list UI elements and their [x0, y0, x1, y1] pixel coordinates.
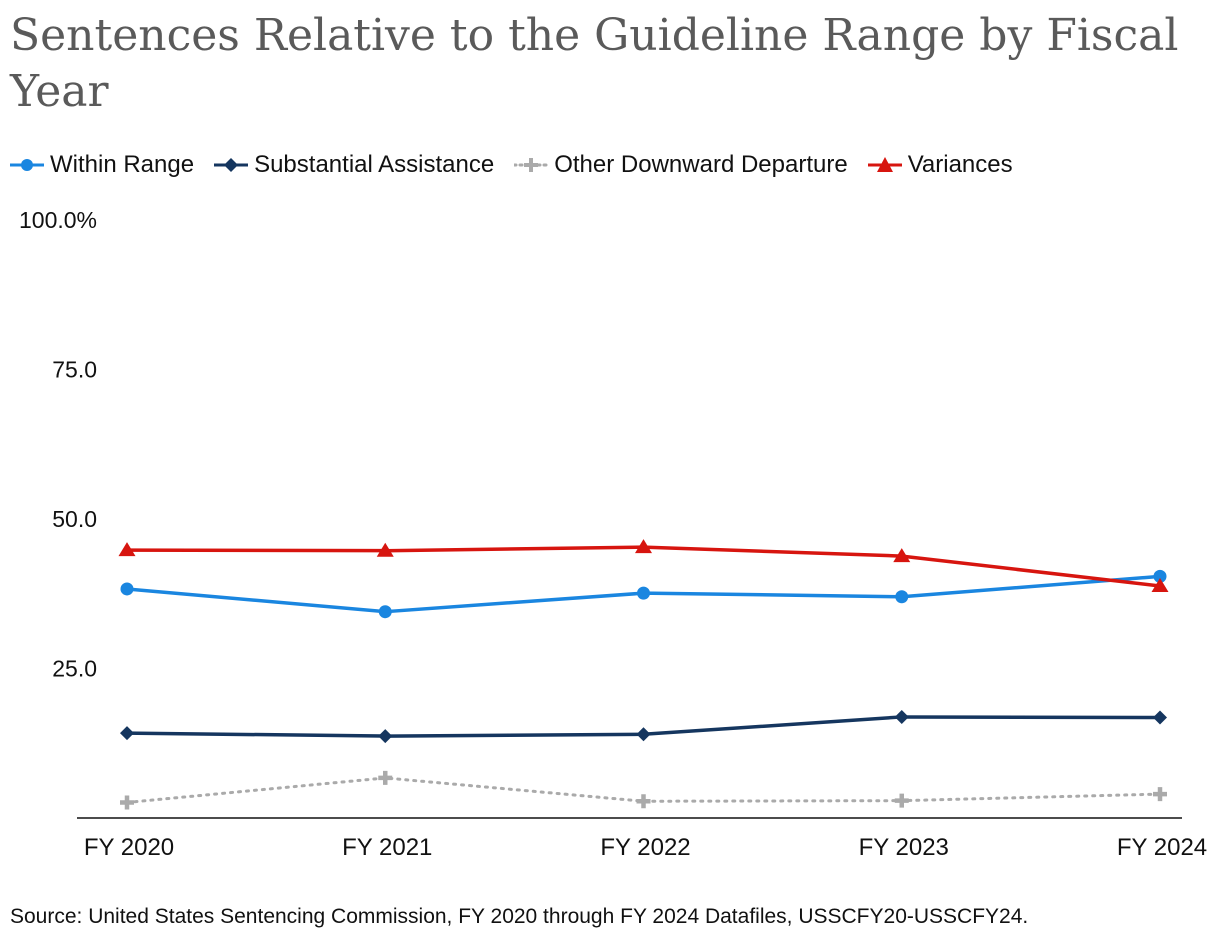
data-point-other-downward-departure [1153, 787, 1167, 802]
legend-key-other-downward-departure [514, 158, 549, 172]
legend-item-other-downward-departure: Other Downward Departure [514, 151, 848, 179]
data-point-substantial-assistance [636, 727, 651, 742]
data-point-within-range [120, 582, 134, 596]
x-tick-label: FY 2024 [1117, 834, 1207, 861]
y-tick-label: 50.0 [52, 506, 97, 532]
legend-label-within-range: Within Range [50, 151, 195, 178]
data-point-variances [893, 548, 911, 563]
data-point-substantial-assistance [378, 729, 393, 744]
data-point-other-downward-departure [120, 795, 134, 810]
data-point-within-range [378, 605, 392, 619]
x-tick-label: FY 2023 [859, 834, 949, 861]
chart-title: Sentences Relative to the Guideline Rang… [10, 10, 1179, 117]
legend-label-variances: Variances [907, 151, 1013, 178]
legend-item-variances: Variances [867, 151, 1013, 179]
data-point-within-range [895, 590, 909, 604]
source-note: Source: United States Sentencing Commiss… [10, 905, 1029, 928]
data-point-variances [1151, 577, 1169, 592]
legend: Within Range Substantial Assistance Othe… [10, 148, 1013, 182]
data-point-variances [118, 542, 136, 557]
legend-key-variances [867, 157, 902, 172]
data-point-variances [376, 542, 394, 557]
y-tick-label: 100.0% [19, 207, 97, 233]
y-tick-label: 75.0 [52, 357, 97, 383]
data-point-other-downward-departure [378, 770, 393, 785]
data-point-within-range [1153, 569, 1167, 583]
data-point-variances [635, 539, 652, 554]
data-point-substantial-assistance [1153, 710, 1167, 725]
legend-key-substantial-assistance [214, 158, 249, 172]
data-point-other-downward-departure [636, 794, 651, 809]
data-point-substantial-assistance [120, 726, 134, 741]
data-point-other-downward-departure [894, 793, 909, 808]
x-tick-label: FY 2021 [342, 834, 432, 861]
y-tick-label: 25.0 [52, 656, 97, 682]
legend-item-substantial-assistance: Substantial Assistance [214, 151, 494, 179]
legend-item-within-range: Within Range [10, 151, 194, 179]
data-point-within-range [637, 586, 650, 600]
legend-key-within-range [10, 159, 44, 171]
x-tick-label: FY 2022 [600, 834, 690, 861]
data-point-substantial-assistance [894, 709, 909, 724]
legend-label-other-downward-departure: Other Downward Departure [554, 151, 848, 178]
legend-label-substantial-assistance: Substantial Assistance [254, 151, 495, 178]
x-tick-label: FY 2020 [84, 834, 174, 861]
